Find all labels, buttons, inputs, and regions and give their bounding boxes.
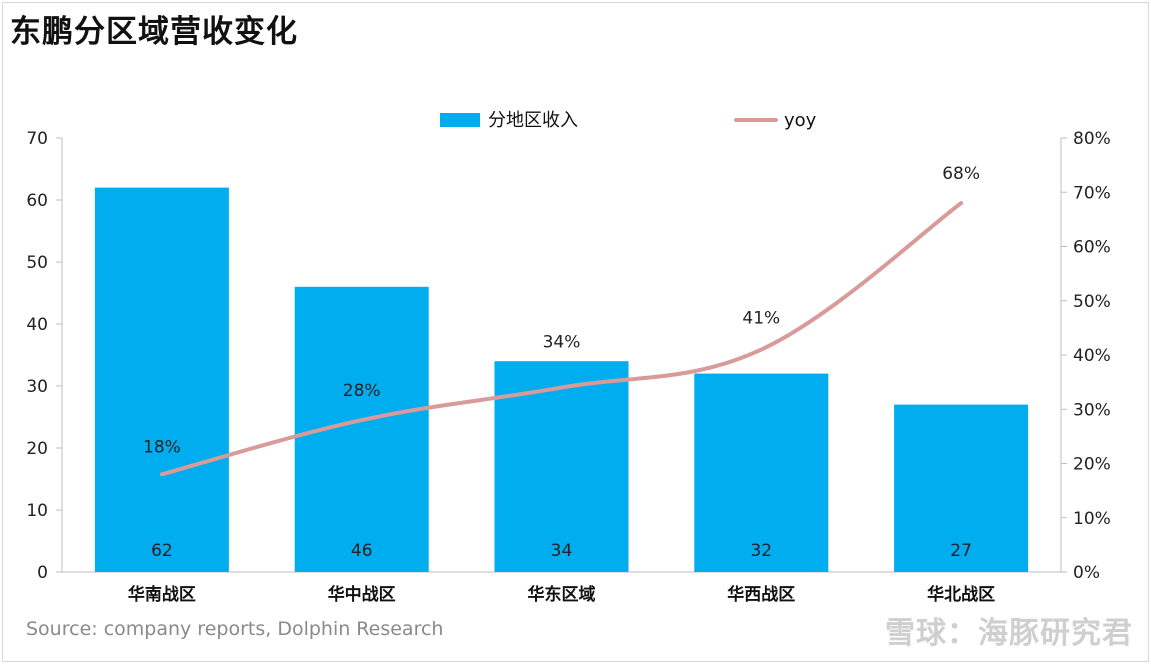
left-axis-tick-label: 50 bbox=[26, 253, 48, 273]
bar bbox=[894, 404, 1029, 572]
right-axis-tick-label: 0% bbox=[1073, 563, 1100, 583]
right-axis-tick-label: 40% bbox=[1073, 346, 1111, 366]
legend-line-label: yoy bbox=[784, 110, 817, 131]
right-axis-tick-label: 20% bbox=[1073, 455, 1111, 475]
right-axis-tick-label: 30% bbox=[1073, 400, 1111, 420]
bar-value-label: 62 bbox=[151, 541, 173, 561]
right-axis-tick-label: 10% bbox=[1073, 509, 1111, 529]
yoy-value-label: 41% bbox=[742, 309, 780, 329]
yoy-line bbox=[159, 201, 964, 477]
bar-value-label: 32 bbox=[750, 541, 772, 561]
bar-value-label: 46 bbox=[351, 541, 373, 561]
left-axis-tick-label: 70 bbox=[26, 129, 48, 149]
bar-value-label: 27 bbox=[950, 541, 972, 561]
category-label: 华西战区 bbox=[727, 584, 795, 605]
category-label: 华北战区 bbox=[927, 584, 995, 605]
left-axis-tick-label: 40 bbox=[26, 315, 48, 335]
bar-value-label: 34 bbox=[551, 541, 573, 561]
right-axis-tick-label: 60% bbox=[1073, 238, 1111, 258]
left-axis-tick-label: 0 bbox=[37, 563, 48, 583]
category-label: 华中战区 bbox=[328, 584, 396, 605]
chart-title: 东鹏分区域营收变化 bbox=[10, 14, 298, 50]
bar bbox=[94, 187, 229, 572]
legend-bar-swatch bbox=[440, 113, 480, 127]
category-label: 华南战区 bbox=[128, 584, 196, 605]
source-note: Source: company reports, Dolphin Researc… bbox=[26, 618, 444, 640]
yoy-value-label: 28% bbox=[343, 381, 381, 401]
yoy-value-label: 18% bbox=[143, 437, 181, 457]
right-axis-tick-label: 70% bbox=[1073, 183, 1111, 203]
yoy-value-label: 68% bbox=[942, 164, 980, 184]
bar bbox=[694, 373, 829, 572]
right-axis-tick-label: 50% bbox=[1073, 292, 1111, 312]
yoy-value-label: 34% bbox=[543, 333, 581, 353]
right-axis-tick-label: 80% bbox=[1073, 129, 1111, 149]
left-axis-tick-label: 10 bbox=[26, 501, 48, 521]
left-axis-tick-label: 30 bbox=[26, 377, 48, 397]
left-axis-tick-label: 60 bbox=[26, 191, 48, 211]
watermark-text: 雪球：海豚研究君 bbox=[885, 616, 1133, 651]
left-axis-tick-label: 20 bbox=[26, 439, 48, 459]
legend-bar-label: 分地区收入 bbox=[488, 110, 578, 131]
category-label: 华东区域 bbox=[528, 584, 596, 605]
